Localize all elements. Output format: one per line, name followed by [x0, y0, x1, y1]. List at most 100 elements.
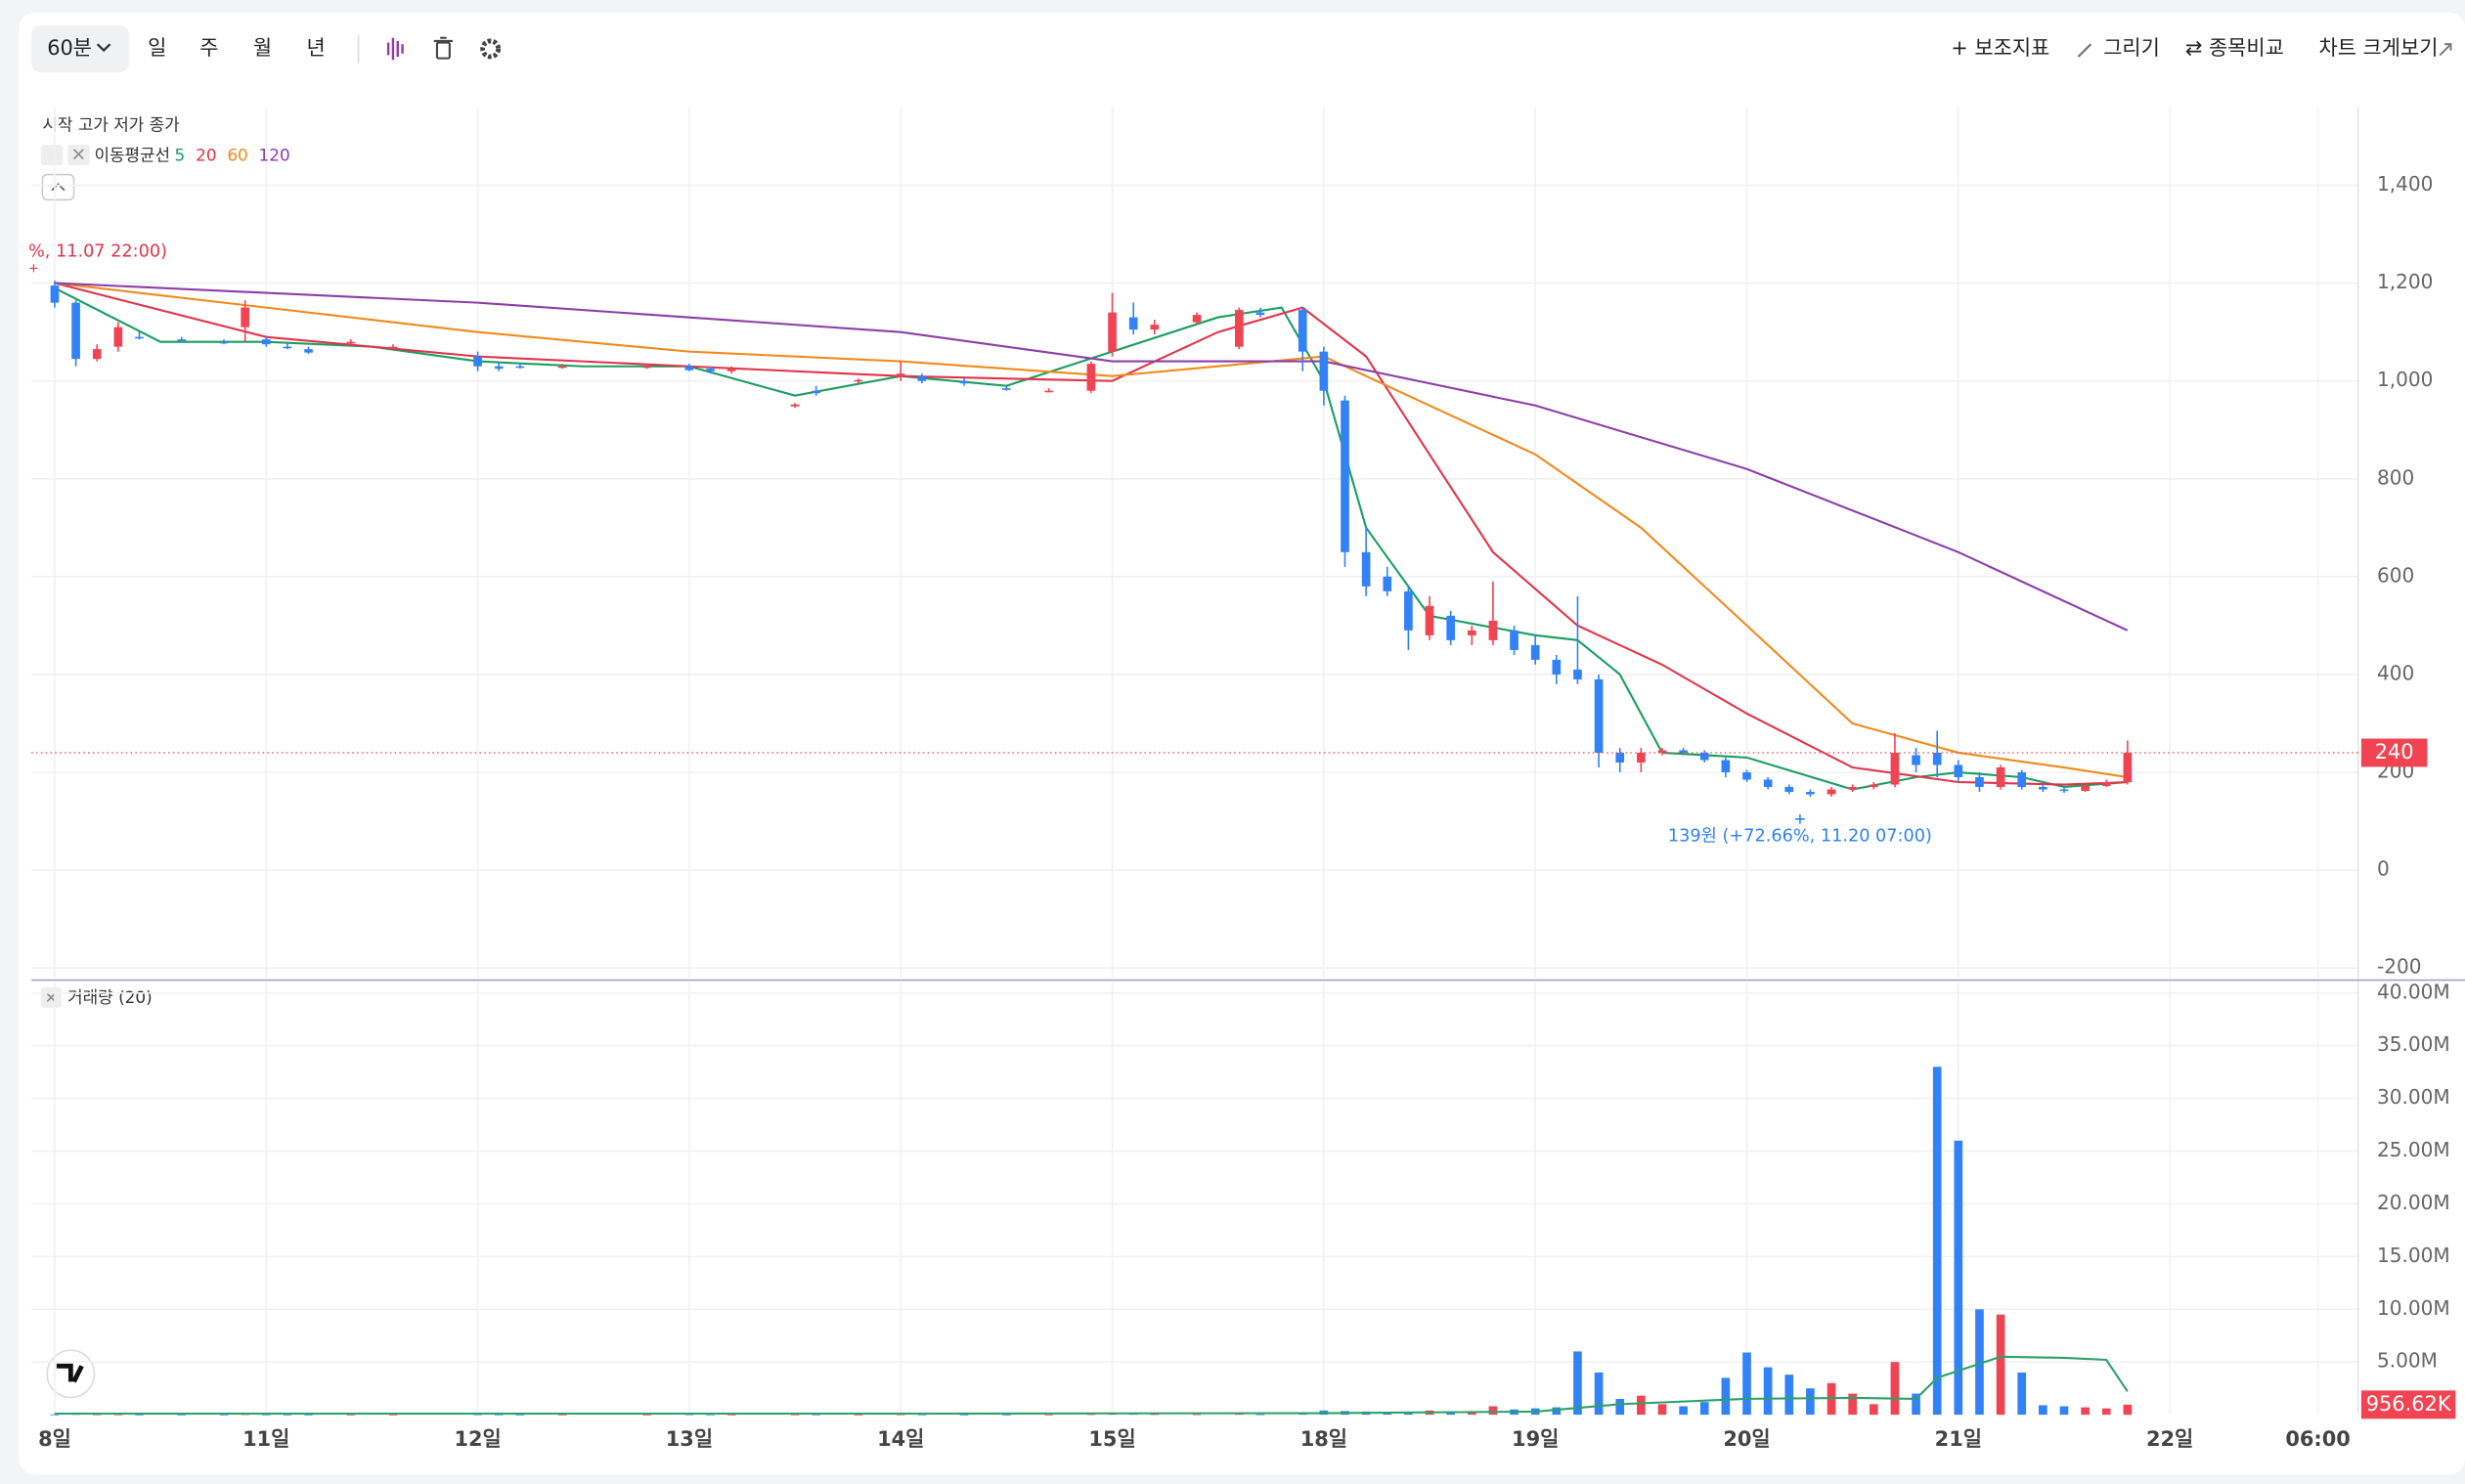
- x-tick-label: 19일: [1512, 1427, 1559, 1451]
- period[interactable]: 주: [199, 36, 218, 60]
- volume-bar: [1086, 1414, 1096, 1416]
- period[interactable]: 일: [148, 36, 166, 60]
- volume-bar: [726, 1414, 736, 1416]
- volume-ma-line: [54, 1355, 2129, 1416]
- period[interactable]: 월: [253, 36, 272, 60]
- y-tick-label: 15.00M: [2377, 1244, 2450, 1267]
- trash-icon[interactable]: [433, 36, 454, 60]
- candle-body: [1235, 310, 1244, 347]
- candle-body: [135, 336, 144, 339]
- indicator-icon[interactable]: [386, 37, 404, 61]
- candle-body: [1954, 764, 1963, 778]
- action[interactable]: 그리기: [2103, 36, 2160, 60]
- volume-bar: [642, 1414, 651, 1416]
- candle-body: [1002, 388, 1011, 390]
- candle-body: [1467, 630, 1476, 635]
- card: [19, 12, 2465, 1475]
- ohlc-legend: 시작 고가 저가 종가: [42, 115, 179, 135]
- candle-body: [1615, 752, 1625, 763]
- current-price-label: 240: [2375, 740, 2414, 764]
- y-tick-label: 1,000: [2377, 368, 2433, 391]
- candle-body: [2039, 787, 2047, 790]
- y-tick-label: 30.00M: [2377, 1085, 2450, 1109]
- candle-body: [1255, 312, 1265, 316]
- current-volume-label: 956.62K: [2366, 1392, 2452, 1416]
- interval[interactable]: 60분: [47, 36, 92, 60]
- candle-body: [304, 349, 313, 353]
- y-tick-label: 800: [2377, 465, 2414, 489]
- volume-bar: [1699, 1402, 1709, 1416]
- volume-bar: [2101, 1408, 2111, 1416]
- candle-body: [1361, 551, 1371, 587]
- candle-body: [177, 339, 187, 341]
- candle-body: [1890, 752, 1900, 785]
- volume-bar: [1975, 1309, 1984, 1416]
- volume-bar: [2039, 1405, 2047, 1416]
- candle-body: [1383, 576, 1392, 591]
- action[interactable]: ⇄ 종목비교: [2185, 36, 2284, 60]
- volume-bar: [261, 1414, 271, 1416]
- volume-bar: [346, 1414, 356, 1416]
- candle-body: [388, 346, 398, 349]
- candle-body: [1530, 644, 1540, 660]
- legend-item: 5: [174, 145, 185, 164]
- volume-bar: [1488, 1406, 1498, 1416]
- x-tick-label: 13일: [666, 1427, 713, 1451]
- period[interactable]: 년: [307, 36, 326, 60]
- volume-bar: [790, 1414, 800, 1416]
- ma-line: [54, 282, 2128, 786]
- annotation-marker: +: [28, 262, 39, 277]
- candle-body: [219, 341, 229, 344]
- volume-bar: [1721, 1377, 1731, 1416]
- candle-body: [1446, 615, 1455, 640]
- volume-bar: [557, 1414, 567, 1416]
- y-tick-label: 400: [2377, 661, 2414, 684]
- expand-icon: [2439, 43, 2452, 57]
- volume-bar: [1552, 1407, 1562, 1416]
- candle-body: [726, 369, 736, 371]
- close-icon: [46, 992, 56, 1002]
- action[interactable]: 차트 크게보기: [2318, 36, 2438, 60]
- volume-bar: [706, 1414, 715, 1416]
- visibility-button[interactable]: [40, 145, 64, 165]
- x-tick-label: 12일: [454, 1427, 501, 1451]
- volume-bar: [1235, 1414, 1244, 1416]
- candle-body: [959, 380, 969, 384]
- candle-body: [1784, 787, 1794, 793]
- settings-icon[interactable]: [480, 38, 502, 60]
- candle-body: [1637, 752, 1646, 763]
- volume-bar: [1806, 1388, 1815, 1416]
- current-price-box: [2360, 738, 2428, 767]
- legend-item: 60: [227, 145, 247, 164]
- candle-body: [790, 404, 800, 407]
- candle-body: [71, 302, 80, 360]
- volume-bar: [959, 1414, 969, 1416]
- x-tick-label: 22일: [2146, 1427, 2193, 1451]
- draw-icon: [2077, 43, 2092, 58]
- volume-bar: [177, 1414, 187, 1416]
- logo-mark: [56, 1363, 84, 1383]
- interval-button[interactable]: [31, 24, 129, 73]
- volume-bar: [1996, 1314, 2005, 1416]
- volume-bar: [50, 1414, 60, 1416]
- candle-body: [706, 369, 715, 371]
- volume-bar: [1679, 1406, 1688, 1416]
- volume-bar: [1742, 1352, 1751, 1416]
- annotation: 139원 (+72.66%, 11.20 07:00): [1668, 825, 1932, 846]
- ma-legend-title: 이동평균선: [94, 145, 170, 164]
- candle-body: [261, 339, 271, 345]
- action[interactable]: + 보조지표: [1951, 36, 2049, 60]
- candle-body: [557, 366, 567, 369]
- candle-body: [1657, 750, 1667, 753]
- volume-bar: [1594, 1372, 1604, 1416]
- plot: 8일 11일 12일 13일 14일 15일 18일 19일 20일 21일 22일 06:00 -20…: [28, 107, 2465, 1451]
- y-tick-label: 0: [2377, 857, 2390, 881]
- candle-body: [1742, 771, 1751, 780]
- volume-bar: [2017, 1372, 2027, 1416]
- collapse-button[interactable]: [41, 173, 75, 201]
- volume-bar: [1890, 1362, 1900, 1416]
- volume-bar: [219, 1414, 229, 1416]
- candle-body: [346, 341, 356, 344]
- candle-body: [1827, 789, 1836, 795]
